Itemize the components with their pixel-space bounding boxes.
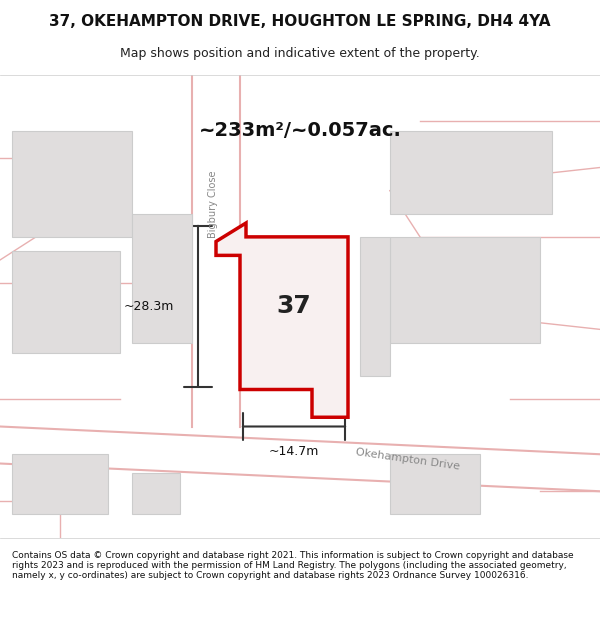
Text: 37: 37 <box>277 294 311 318</box>
Text: Contains OS data © Crown copyright and database right 2021. This information is : Contains OS data © Crown copyright and d… <box>12 551 574 581</box>
Polygon shape <box>12 251 120 352</box>
Text: 37, OKEHAMPTON DRIVE, HOUGHTON LE SPRING, DH4 4YA: 37, OKEHAMPTON DRIVE, HOUGHTON LE SPRING… <box>49 14 551 29</box>
Polygon shape <box>360 237 390 376</box>
Polygon shape <box>132 472 180 514</box>
Polygon shape <box>390 454 480 514</box>
Text: Okehampton Drive: Okehampton Drive <box>355 447 461 471</box>
Polygon shape <box>12 454 108 514</box>
Polygon shape <box>0 426 600 491</box>
Text: ~233m²/~0.057ac.: ~233m²/~0.057ac. <box>199 121 401 140</box>
Polygon shape <box>192 75 240 426</box>
Text: ~28.3m: ~28.3m <box>124 300 174 312</box>
Text: Bigbury Close: Bigbury Close <box>208 171 218 238</box>
Text: Map shows position and indicative extent of the property.: Map shows position and indicative extent… <box>120 48 480 61</box>
Polygon shape <box>12 131 132 237</box>
Polygon shape <box>390 237 540 343</box>
Text: ~14.7m: ~14.7m <box>269 445 319 458</box>
Polygon shape <box>216 223 348 418</box>
Polygon shape <box>132 214 192 343</box>
Polygon shape <box>390 131 552 214</box>
